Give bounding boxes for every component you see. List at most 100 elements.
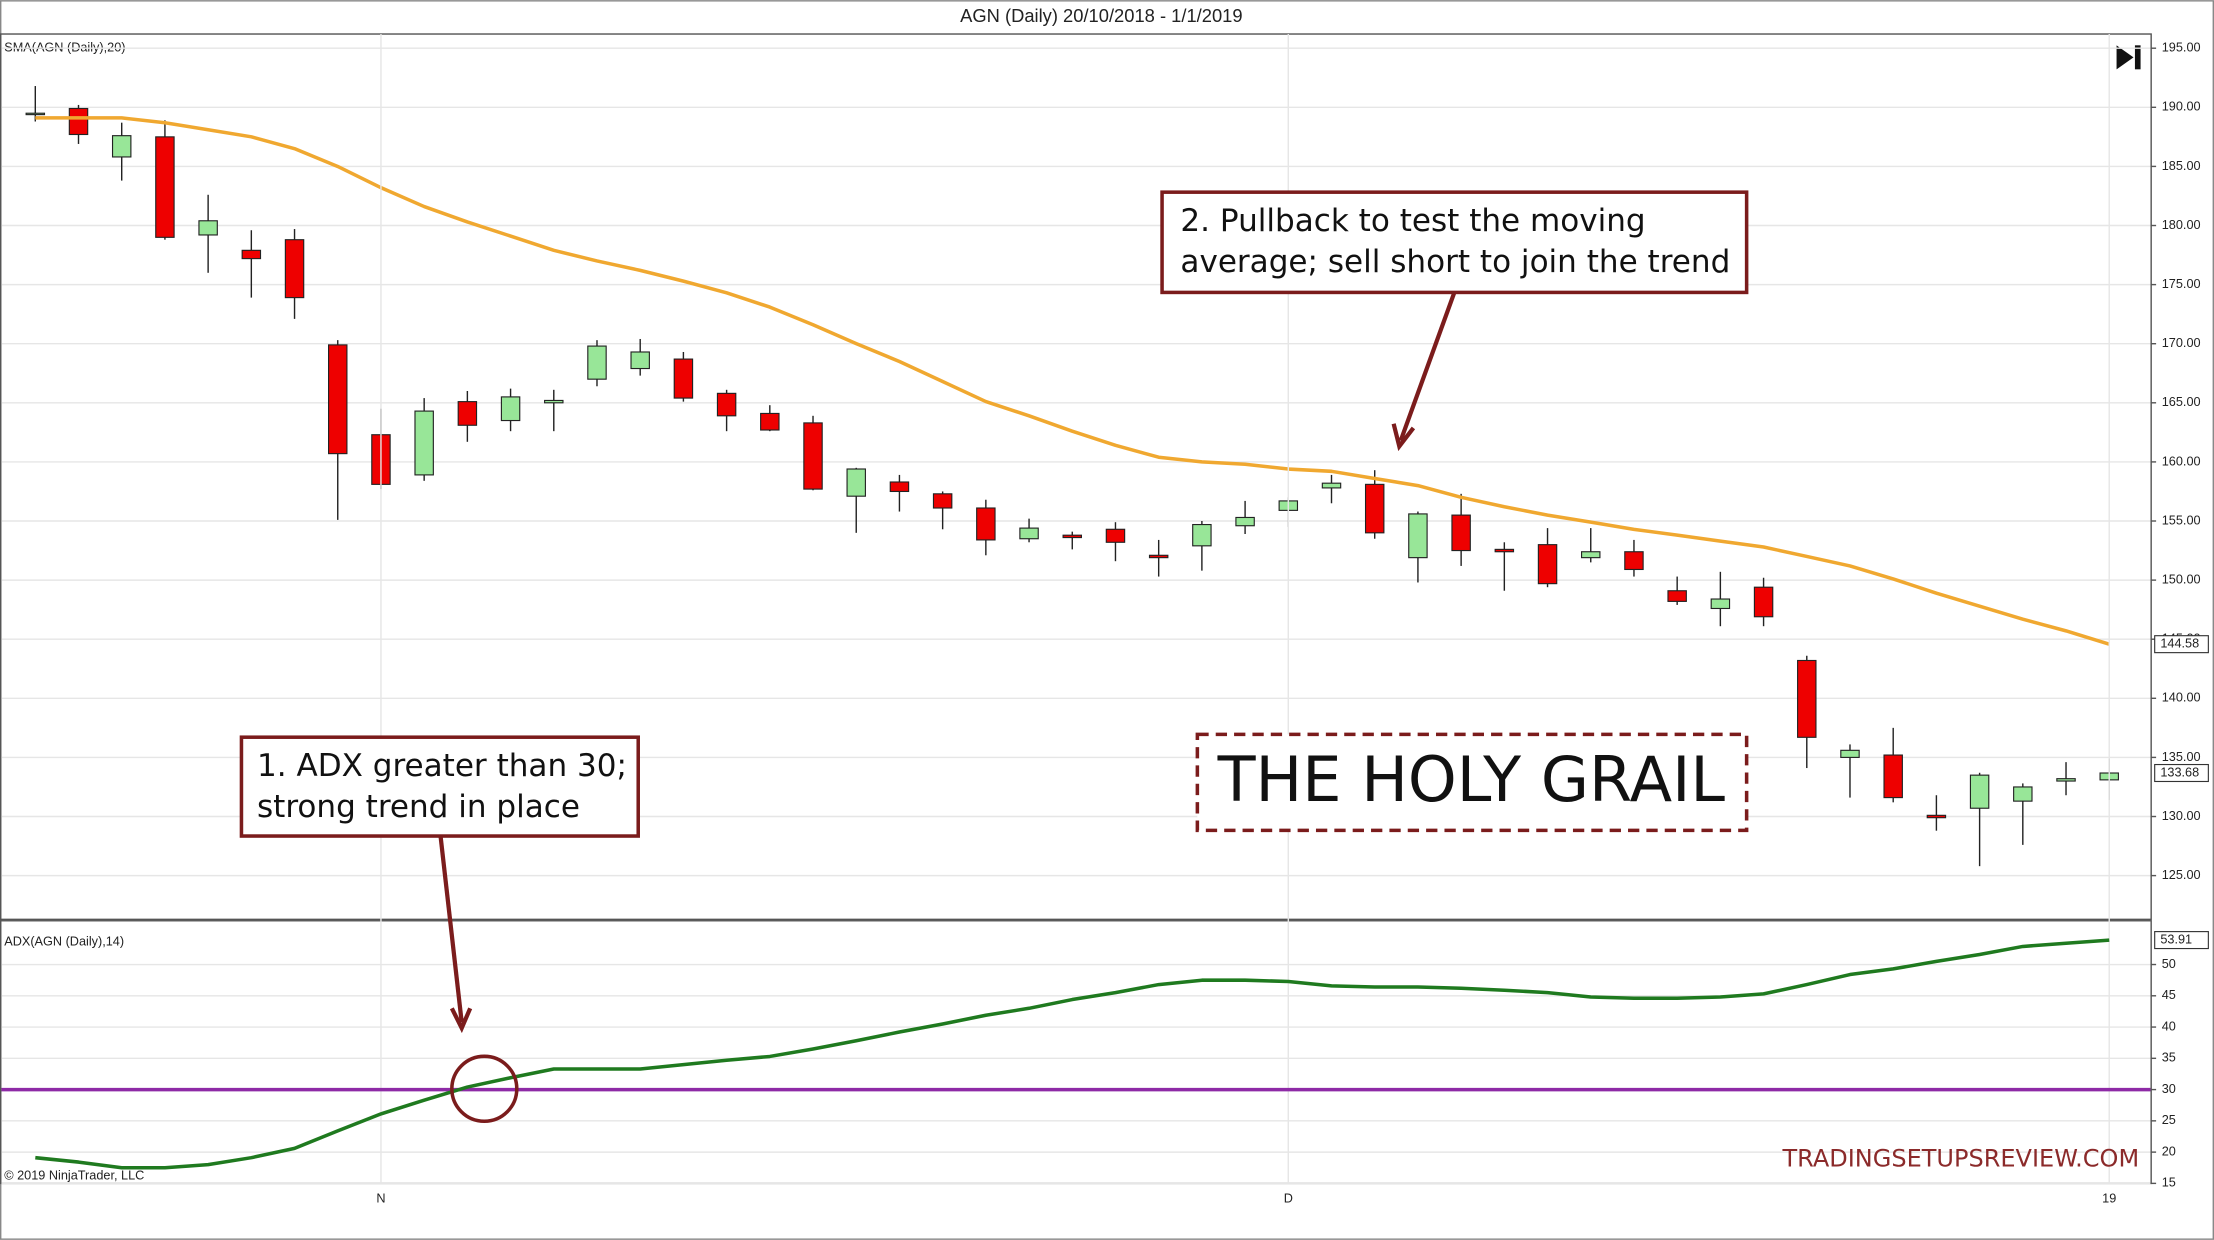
y-tick-label: 125.00	[2162, 868, 2201, 882]
x-tick-label: D	[1284, 1191, 1293, 1205]
candle-body	[68, 107, 89, 136]
annotation-box	[239, 735, 640, 838]
candle-body	[457, 401, 478, 426]
candle-body	[1062, 534, 1083, 539]
candle-body	[284, 239, 305, 299]
y-tick-label: 195.00	[2162, 41, 2201, 55]
candle-body	[2013, 786, 2033, 802]
last-value-tag	[2154, 763, 2209, 783]
candle-body	[1105, 528, 1126, 543]
x-tick-label: N	[376, 1191, 385, 1205]
pane-label: ADX(AGN (Daily),14)	[4, 934, 124, 948]
headline: THE HOLY GRAIL	[1217, 743, 1726, 816]
candle-body	[1148, 554, 1169, 559]
last-value-label: 144.58	[2160, 637, 2199, 651]
x-tick-label: 19	[2102, 1191, 2116, 1205]
candle-body	[1926, 814, 1947, 819]
candle-body	[1019, 527, 1039, 540]
candle-body	[1840, 749, 1860, 758]
y-tick-label: 130.00	[2162, 809, 2201, 823]
candle-body	[1667, 590, 1687, 602]
y-tick-label: 140.00	[2162, 691, 2201, 705]
y-tick-label: 25	[2162, 1113, 2176, 1127]
annotation-text: 1. ADX greater than 30;	[257, 748, 627, 784]
candle-body	[1494, 548, 1515, 553]
candle-body	[25, 112, 46, 116]
candle-body	[1451, 514, 1471, 552]
candle-body	[328, 344, 348, 455]
y-tick-label: 50	[2162, 957, 2176, 971]
y-tick-label: 170.00	[2162, 336, 2201, 350]
candle-body	[932, 493, 953, 509]
candle-body	[1797, 659, 1817, 738]
y-tick-label: 45	[2162, 988, 2176, 1002]
candle-body	[716, 392, 737, 417]
arrow-head	[449, 1007, 473, 1034]
copyright: © 2019 NinjaTrader, LLC	[4, 1169, 144, 1183]
y-tick-label: 190.00	[2162, 100, 2201, 114]
y-tick-label: 175.00	[2162, 277, 2201, 291]
arrow	[1398, 291, 1457, 442]
candle-body	[630, 351, 650, 370]
line	[35, 938, 2110, 1170]
arrow	[438, 835, 464, 1023]
candle-body	[760, 412, 780, 431]
price-pane	[0, 33, 2152, 921]
annotation-box	[1160, 190, 1749, 295]
chart-title: AGN (Daily) 20/10/2018 - 1/1/2019	[960, 5, 1242, 26]
candle-body	[2056, 778, 2076, 782]
last-value-label: 53.91	[2160, 932, 2192, 946]
plot: 125.00130.00135.00140.00145.00150.00155.…	[1, 34, 2209, 1205]
candle-body	[1321, 482, 1342, 489]
y-tick-label: 165.00	[2162, 395, 2201, 409]
candle-body	[500, 396, 521, 422]
candle-body	[1710, 598, 1731, 610]
highlight-circle	[450, 1054, 519, 1124]
candle-body	[673, 358, 694, 399]
candle-body	[1883, 754, 1903, 799]
headline-box	[1195, 732, 1749, 833]
candle-body	[846, 468, 866, 497]
watermark: TRADINGSETUPSREVIEW.COM	[1781, 1144, 2139, 1172]
annotation-text: strong trend in place	[257, 789, 580, 825]
candle-body	[198, 220, 218, 236]
y-tick-label: 155.00	[2162, 513, 2201, 527]
candle-body	[1235, 516, 1255, 527]
candle-body	[1537, 544, 1558, 585]
candle-body	[414, 410, 434, 476]
y-tick-label: 35	[2162, 1051, 2176, 1065]
last-value-tag	[2154, 931, 2209, 950]
candle-body	[111, 135, 132, 158]
y-tick-label: 150.00	[2162, 572, 2201, 586]
y-tick-label: 30	[2162, 1082, 2176, 1096]
y-tick-label: 15	[2162, 1176, 2176, 1190]
candle-body	[1969, 774, 1990, 809]
candle-body	[1408, 513, 1428, 559]
y-tick-label: 40	[2162, 1019, 2176, 1033]
candle-body	[1753, 586, 1774, 618]
candle-body	[155, 136, 175, 238]
annotation-text: 2. Pullback to test the moving	[1180, 203, 1645, 239]
candle-body	[544, 399, 564, 404]
arrow-head	[1391, 423, 1416, 452]
y-tick-label: 185.00	[2162, 159, 2201, 173]
annotation-text: average; sell short to join the trend	[1180, 244, 1730, 280]
candle-body	[1624, 551, 1644, 571]
candle-body	[976, 507, 996, 541]
candle-body	[1192, 523, 1212, 547]
last-value-label: 133.68	[2160, 765, 2199, 779]
last-value-tag	[2154, 635, 2209, 654]
y-tick-label: 160.00	[2162, 454, 2201, 468]
end-icon[interactable]	[2116, 45, 2141, 70]
candle-body	[1364, 483, 1385, 534]
candle-body	[587, 345, 607, 380]
y-tick-label: 20	[2162, 1144, 2176, 1158]
candle-body	[803, 422, 823, 490]
candle-body	[889, 481, 910, 493]
candle-body	[1581, 551, 1601, 559]
y-tick-label: 135.00	[2162, 750, 2201, 764]
candle-body	[241, 249, 262, 260]
